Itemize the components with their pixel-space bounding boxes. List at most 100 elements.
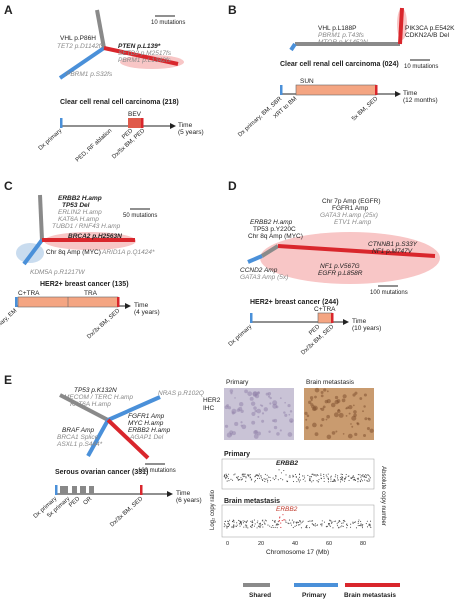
cnv-point <box>250 479 252 481</box>
cnv-point <box>332 480 334 482</box>
primary-branch <box>58 46 106 80</box>
cnv-point <box>362 524 364 526</box>
cnv-point <box>352 521 354 523</box>
cnv-point <box>295 524 298 526</box>
cnv-point <box>329 520 331 522</box>
treatment-tag: TRA <box>84 290 98 297</box>
event-label: Dx/3x BM, SED <box>86 308 121 341</box>
cnv-point <box>282 479 284 481</box>
cnv-point <box>323 480 325 482</box>
cnv-point <box>231 526 233 528</box>
cnv-point <box>226 526 228 528</box>
mut: ERBB2 H.amp <box>58 195 102 202</box>
cnv-point <box>333 520 335 522</box>
cnv-point <box>352 475 354 477</box>
ihc-cell <box>354 432 358 436</box>
ihc-cell <box>331 431 336 435</box>
cnv-point <box>337 475 339 477</box>
event-label: Dx primary, EM <box>0 308 18 340</box>
cnv-point <box>360 476 362 478</box>
bev-bar <box>128 118 142 128</box>
ihc-cell <box>314 432 319 437</box>
cnv-point <box>288 519 291 521</box>
ihc-cell <box>330 402 336 408</box>
ihc-cell <box>252 391 258 397</box>
ihc-cell <box>314 387 320 393</box>
cnv-point <box>348 475 350 477</box>
ihc-cell <box>227 406 232 410</box>
cnv-point <box>338 519 340 522</box>
mut: VHL p.P86H <box>60 35 96 42</box>
mut: KAT6A H.amp <box>58 216 99 223</box>
mut: PBRM1 p.T43fs <box>318 32 365 39</box>
cnv-point <box>369 477 371 479</box>
cnv-point <box>338 527 340 529</box>
brain-mark <box>375 85 378 95</box>
cnv-gene-label: ERBB2 <box>276 460 298 467</box>
cnv-point <box>280 522 282 524</box>
ihc-cell <box>314 395 317 399</box>
cnv-point <box>325 526 327 528</box>
cnv-point <box>277 523 279 525</box>
ihc-cell <box>240 421 243 424</box>
ihc-cell <box>267 395 271 398</box>
cnv-point <box>317 474 319 477</box>
cnv-point <box>321 525 323 527</box>
ihc-cell <box>306 414 310 418</box>
legend-brain-label: Brain metastasis <box>344 592 396 599</box>
cnv-point <box>357 525 359 527</box>
mut: TP53 p.K132N <box>74 387 117 394</box>
cnv-point <box>272 477 274 479</box>
cnv-point <box>254 475 257 477</box>
primary-mark <box>15 297 18 307</box>
ihc-cell <box>326 390 329 393</box>
cnv-point <box>353 479 355 481</box>
cnv-point <box>293 521 295 523</box>
cnv-point <box>340 473 342 475</box>
time-unit: (5 years) <box>178 129 204 136</box>
ihc-cell <box>312 404 315 407</box>
ihc-cell <box>256 408 262 414</box>
ihc-cell <box>284 401 286 404</box>
cnv-point <box>349 526 352 528</box>
time-unit: (12 months) <box>403 97 438 104</box>
cnv-point <box>354 521 356 523</box>
ihc-cell <box>269 402 272 405</box>
ihc-cell <box>320 394 324 398</box>
cnv-point <box>357 474 359 476</box>
cnv-point <box>327 481 329 483</box>
primary-mark <box>280 85 283 95</box>
cnv-brain-title: Brain metastasis <box>224 498 280 505</box>
ihc-cell <box>367 417 370 420</box>
cnv-point <box>362 474 364 476</box>
cnv-point <box>330 478 332 480</box>
cnv-point <box>224 474 226 476</box>
cnv-point <box>351 477 353 479</box>
cnv-point <box>336 477 339 479</box>
cnv-point <box>225 477 227 479</box>
cnv-point <box>267 481 269 483</box>
ihc-cell <box>230 433 233 436</box>
cnv-point <box>231 521 234 523</box>
ihc-cell <box>309 396 314 400</box>
cnv-point <box>290 522 292 524</box>
cnv-point <box>352 522 354 524</box>
chemo-bar <box>80 486 86 494</box>
primary-branch <box>289 42 297 52</box>
ihc-label-2: IHC <box>203 405 215 412</box>
cnv-point <box>358 525 360 527</box>
cnv-point <box>289 474 291 476</box>
cnv-point <box>361 475 363 477</box>
panel-letter-c: C <box>4 179 13 193</box>
ihc-cell <box>253 430 258 435</box>
cnv-point <box>294 525 296 527</box>
case-title: Clear cell renal cell carcinoma (024) <box>280 61 399 68</box>
cnv-point <box>264 480 266 482</box>
cnv-point <box>241 478 244 480</box>
legend-primary-label: Primary <box>302 592 327 599</box>
ihc-cell <box>354 391 358 395</box>
mut: KAT6A H.amp <box>70 401 111 408</box>
ihc-cell <box>251 411 256 416</box>
ihc-cell <box>290 420 293 423</box>
cnv-point <box>326 476 328 478</box>
